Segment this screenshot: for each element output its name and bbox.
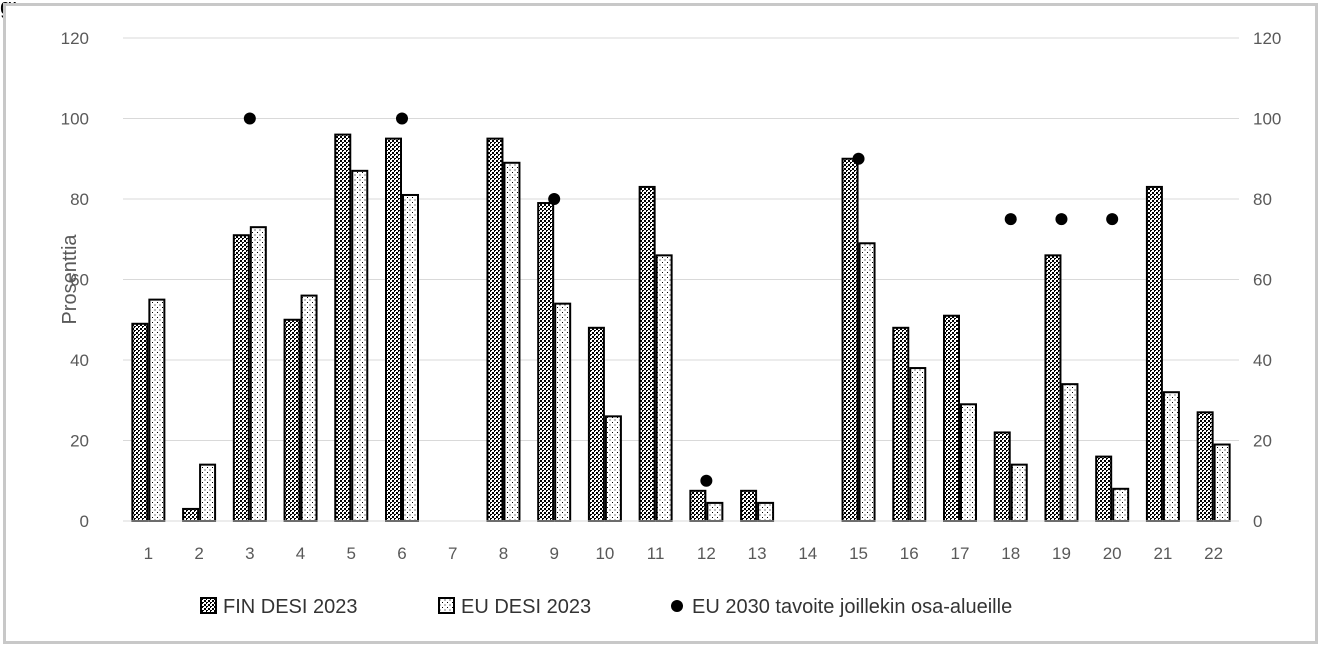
bar-fin-desi-2023 (283, 318, 301, 522)
bar-fin-desi-2023 (587, 326, 605, 522)
bar-eu-desi-2023 (655, 254, 673, 522)
bar-eu-desi-2023 (706, 501, 724, 523)
x-tick-label: 5 (347, 544, 356, 563)
y-tick-label-left: 120 (61, 29, 89, 48)
bar-fin-desi-2023 (1196, 411, 1214, 523)
legend-swatch-eu (438, 597, 455, 614)
bar-fin-desi-2023 (892, 326, 910, 522)
marker-eu-2030-target (1004, 213, 1017, 226)
marker-eu-2030-target (548, 193, 561, 205)
x-tick-label: 22 (1204, 544, 1223, 563)
bar-fin-desi-2023 (385, 137, 402, 522)
bar-fin-desi-2023 (943, 314, 960, 522)
bar-fin-desi-2023 (232, 234, 250, 522)
bar-fin-desi-2023 (689, 489, 707, 522)
y-tick-label-left: 40 (70, 351, 89, 370)
bar-eu-desi-2023 (199, 463, 217, 522)
marker-eu-2030-target (396, 112, 408, 125)
x-tick-label: 17 (951, 544, 970, 563)
x-tick-label: 21 (1153, 544, 1172, 563)
bar-fin-desi-2023 (486, 137, 504, 522)
bar-eu-desi-2023 (300, 294, 318, 522)
bar-eu-desi-2023 (960, 403, 977, 522)
y-tick-label-right: 40 (1253, 351, 1272, 370)
bar-eu-desi-2023 (351, 169, 369, 522)
bar-eu-desi-2023 (402, 193, 419, 522)
x-tick-label: 20 (1103, 544, 1122, 563)
legend-swatch-target (671, 600, 683, 612)
bar-eu-desi-2023 (1213, 443, 1231, 522)
y-axis-label: Prosenttia (59, 234, 81, 325)
x-tick-label: 1 (144, 544, 153, 563)
x-tick-label: 9 (549, 544, 558, 563)
x-tick-label: 7 (448, 544, 457, 563)
y-tick-label-left: 20 (70, 432, 89, 451)
x-tick-label: 4 (296, 544, 305, 563)
bar-fin-desi-2023 (993, 431, 1011, 523)
x-tick-label: 13 (748, 544, 767, 563)
bar-eu-desi-2023 (1112, 487, 1130, 522)
x-tick-label: 2 (194, 544, 203, 563)
x-tick-label: 16 (900, 544, 919, 563)
bar-fin-desi-2023 (638, 185, 656, 523)
bar-fin-desi-2023 (334, 133, 352, 522)
x-tick-label: 8 (499, 544, 508, 563)
bar-eu-desi-2023 (604, 415, 622, 523)
bars (131, 133, 1231, 523)
legend-label: EU 2030 tavoite joillekin osa-alueille (692, 596, 1012, 618)
bar-fin-desi-2023 (841, 157, 859, 522)
x-tick-label: 14 (798, 544, 817, 563)
y-tick-label-right: 100 (1253, 110, 1281, 129)
chart-frame: 0 0 20 20 40 40 60 60 80 80 100 100 120 120 1 2 3 4 5 6 7 8 9 1… (3, 3, 1318, 644)
legend: FIN DESI 2023 EU DESI 2023 EU 2030 tavoite… (200, 596, 1012, 618)
y-tick-label-left: 0 (80, 512, 89, 531)
x-tick-label: 12 (697, 544, 716, 563)
y-tick-label-right: 60 (1253, 271, 1272, 290)
bar-eu-desi-2023 (1162, 391, 1180, 523)
bar-fin-desi-2023 (1145, 185, 1163, 523)
marker-eu-2030-target (1055, 213, 1068, 226)
y-tick-label-left: 60 (70, 271, 89, 290)
y-tick-label-left: 100 (61, 110, 89, 129)
bar-eu-desi-2023 (1061, 383, 1079, 522)
y-tick-label-left: 80 (70, 190, 89, 209)
x-tick-label: 18 (1001, 544, 1020, 563)
bar-eu-desi-2023 (148, 298, 166, 522)
y-tick-label-right: 20 (1253, 432, 1272, 451)
y-tick-label-right: 0 (1253, 512, 1262, 531)
marker-eu-2030-target (243, 112, 256, 125)
x-tick-label: 19 (1052, 544, 1071, 563)
bar-eu-desi-2023 (757, 501, 775, 523)
x-tick-label: 6 (397, 544, 406, 563)
bar-fin-desi-2023 (740, 489, 758, 522)
bar-eu-desi-2023 (858, 242, 876, 522)
bar-fin-desi-2023 (1044, 254, 1062, 522)
x-tick-label: 10 (595, 544, 614, 563)
x-tick-label: 11 (647, 544, 665, 563)
marker-eu-2030-target (1106, 213, 1119, 226)
bar-eu-desi-2023 (909, 367, 927, 522)
bar-eu-desi-2023 (1010, 463, 1028, 522)
bar-eu-desi-2023 (503, 161, 521, 522)
target-markers (243, 112, 1119, 487)
y-tick-label-right: 80 (1253, 190, 1272, 209)
bar-fin-desi-2023 (182, 507, 200, 522)
legend-label: FIN DESI 2023 (223, 596, 358, 618)
x-tick-label: 15 (849, 544, 868, 563)
marker-eu-2030-target (852, 152, 865, 165)
marker-eu-2030-target (700, 474, 713, 487)
bar-fin-desi-2023 (1095, 455, 1113, 523)
x-tick-label: 3 (245, 544, 254, 563)
bar-fin-desi-2023 (131, 322, 149, 522)
legend-label: EU DESI 2023 (461, 596, 591, 618)
bar-fin-desi-2023 (537, 202, 555, 522)
bar-eu-desi-2023 (249, 226, 267, 523)
bar-eu-desi-2023 (554, 302, 572, 522)
y-tick-label-right: 120 (1253, 29, 1281, 48)
legend-swatch-fin (200, 597, 217, 614)
